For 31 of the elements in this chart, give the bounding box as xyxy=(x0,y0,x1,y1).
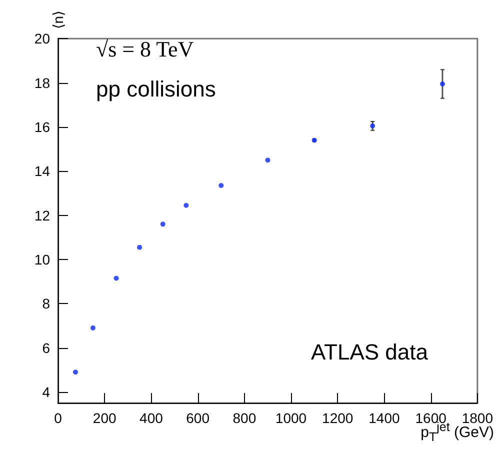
point xyxy=(218,183,224,188)
y-tick-label: 14 xyxy=(34,163,50,180)
x-tick-label: 400 xyxy=(140,410,164,426)
annotation: pp collisions xyxy=(96,76,216,102)
y-tick-label: 4 xyxy=(42,384,50,400)
x-tick-label: 1800 xyxy=(462,410,494,426)
point xyxy=(440,81,445,86)
point xyxy=(265,158,270,163)
point xyxy=(160,222,166,227)
y-tick-label: 18 xyxy=(34,74,50,91)
x-tick-label: 600 xyxy=(186,410,210,426)
y-tick-label: 10 xyxy=(34,251,50,268)
point xyxy=(114,276,119,281)
x-tick-label: 1400 xyxy=(368,410,400,426)
point xyxy=(72,370,78,375)
x-tick-label: 1000 xyxy=(275,410,307,426)
y-tick-label: 20 xyxy=(34,30,50,47)
point xyxy=(137,244,142,250)
x-tick-label: 1200 xyxy=(322,410,354,426)
y-tick-label: 6 xyxy=(42,340,50,356)
y-axis-title: ⟨n⟩ xyxy=(50,11,66,29)
y-tick-label: 12 xyxy=(34,207,50,224)
x-tick-label: 0 xyxy=(54,410,62,426)
annotation: ATLAS data xyxy=(311,340,429,364)
point xyxy=(90,325,96,330)
y-tick-label: 8 xyxy=(42,296,50,312)
x-tick-label: 800 xyxy=(232,410,256,426)
point xyxy=(184,202,189,208)
x-tick-label: 200 xyxy=(92,410,116,426)
annotation: √s = 8 TeV xyxy=(96,36,194,62)
y-tick-label: 16 xyxy=(34,119,50,136)
